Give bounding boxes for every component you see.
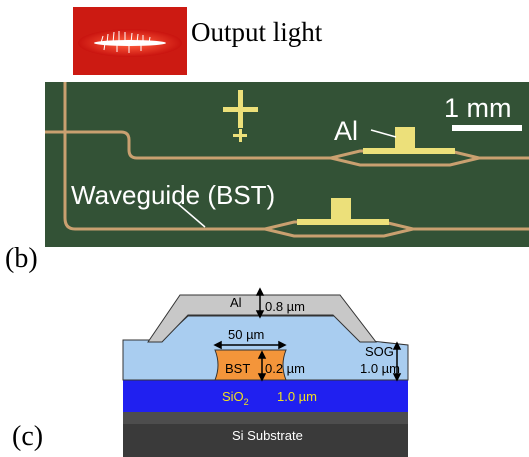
scale-bar-label: 1 mm [444,93,512,123]
sog-thickness-label: 1.0 µm [360,361,400,376]
bst-width-label: 50 µm [228,327,264,342]
cross-section-diagram: Al 0.8 µm 50 µm BST 0.2 µm SOG 1.0 µm Si… [122,287,409,457]
sog-layer-label: SOG [365,344,394,359]
output-light-image [73,7,187,75]
panel-c-label: (c) [12,421,44,452]
si-substrate-label: Si Substrate [232,428,303,443]
waveguide-upper [45,130,529,160]
bst-thickness-label: 0.2 µm [265,361,305,376]
al-thickness-label: 0.8 µm [265,299,305,314]
al-layer-label: Al [230,295,242,310]
bst-layer [214,349,287,381]
waveguide-label: Waveguide (BST) [71,180,275,210]
sio2-thickness-label: 1.0 µm [277,389,317,404]
bst-layer-label: BST [225,361,250,376]
contact-pad-lower [331,198,351,219]
sio2-label: SiO2 [222,389,249,407]
scale-bar [452,125,522,131]
al-layer [147,294,378,343]
contact-pad-upper [395,127,415,148]
electrode-lower [297,219,389,225]
al-label: Al [334,116,358,146]
sio2-layer [123,380,408,412]
output-light-label: Output light [191,17,323,47]
electrode-upper [363,148,455,154]
device-micrograph: Al 1 mm Waveguide (BST) [45,82,529,247]
panel-b-label: (b) [5,243,38,274]
